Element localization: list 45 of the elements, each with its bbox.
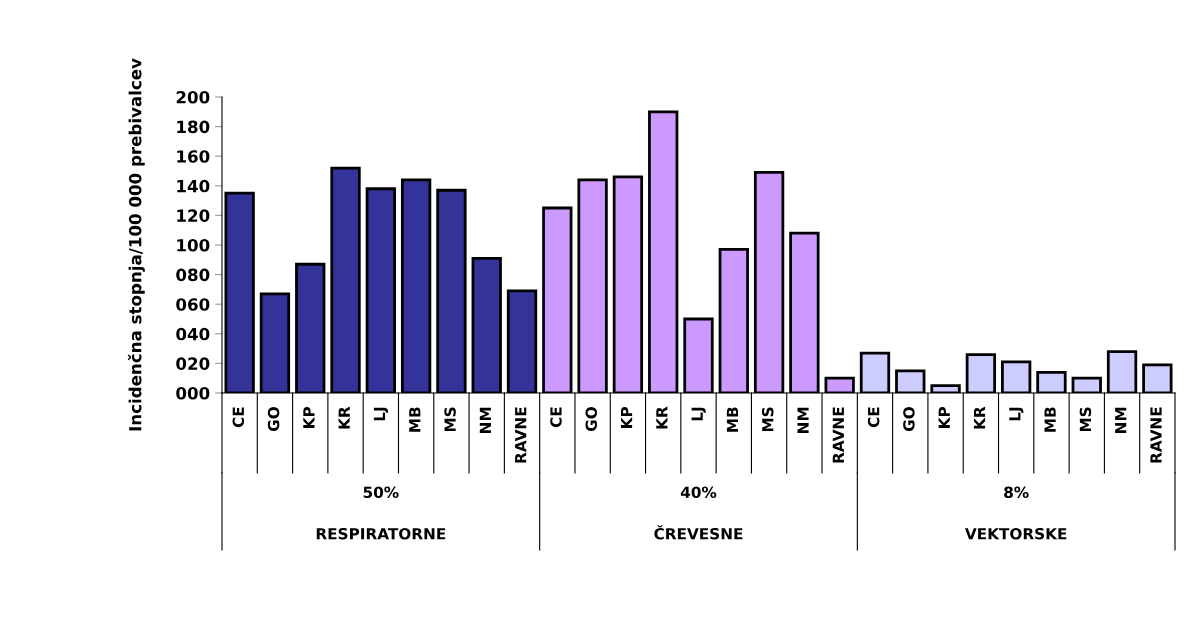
- y-tick-label: 080: [176, 268, 210, 282]
- x-tick-label: RAVNE: [832, 407, 844, 463]
- y-tick-label: 020: [176, 357, 210, 370]
- x-tick-label: MB: [409, 407, 421, 432]
- x-tick-label: GO: [267, 407, 280, 432]
- text: VEKTORSKE: [964, 527, 1067, 540]
- x-tick-label: LJ: [1009, 407, 1024, 421]
- x-tick-label: RAVNE: [515, 407, 527, 463]
- y-tick-label: 120: [177, 209, 210, 222]
- y-axis-title: Incidenčna stopnja/100 000 prebivalcev: [127, 58, 145, 431]
- x-tick-label: MB: [726, 407, 739, 432]
- x-tick-label: NM: [479, 407, 491, 433]
- y-tick-label: 060: [176, 298, 210, 311]
- y-tick-label: 040: [176, 327, 210, 341]
- text: 50%: [363, 486, 399, 499]
- x-tick-label: NM: [1115, 407, 1127, 433]
- x-tick-label: LJ: [373, 407, 389, 421]
- x-tick-label: GO: [585, 407, 598, 432]
- y-tick-label: 000: [176, 386, 210, 400]
- y-tick-label: 200: [176, 90, 210, 104]
- x-tick-label: MS: [1079, 407, 1092, 432]
- y-tick-label: 180: [177, 120, 210, 134]
- text: 8%: [1004, 486, 1029, 499]
- x-tick-label: KP: [938, 406, 950, 428]
- y-tick-label: 100: [177, 238, 210, 252]
- y-tick-label: 160: [177, 150, 210, 163]
- x-tick-label: KP: [620, 406, 633, 428]
- x-tick-label: MS: [761, 407, 774, 432]
- y-tick-label: 140: [177, 179, 210, 193]
- x-tick-label: KR: [338, 406, 350, 429]
- text: ČREVESNE: [654, 525, 743, 540]
- text: 40%: [680, 486, 717, 499]
- x-tick-label: CE: [550, 407, 562, 428]
- x-tick-label: NM: [797, 407, 809, 433]
- x-tick-label: LJ: [691, 407, 706, 421]
- x-tick-label: CE: [232, 407, 245, 428]
- x-tick-label: KR: [656, 406, 668, 429]
- x-tick-label: MS: [444, 407, 456, 432]
- x-tick-label: GO: [903, 407, 915, 432]
- x-tick-label: KR: [973, 406, 986, 429]
- x-tick-label: MB: [1044, 407, 1056, 432]
- text: RESPIRATORNE: [316, 527, 446, 540]
- x-tick-label: KP: [303, 406, 315, 428]
- x-tick-label: CE: [867, 407, 880, 428]
- x-tick-label: RAVNE: [1150, 407, 1162, 463]
